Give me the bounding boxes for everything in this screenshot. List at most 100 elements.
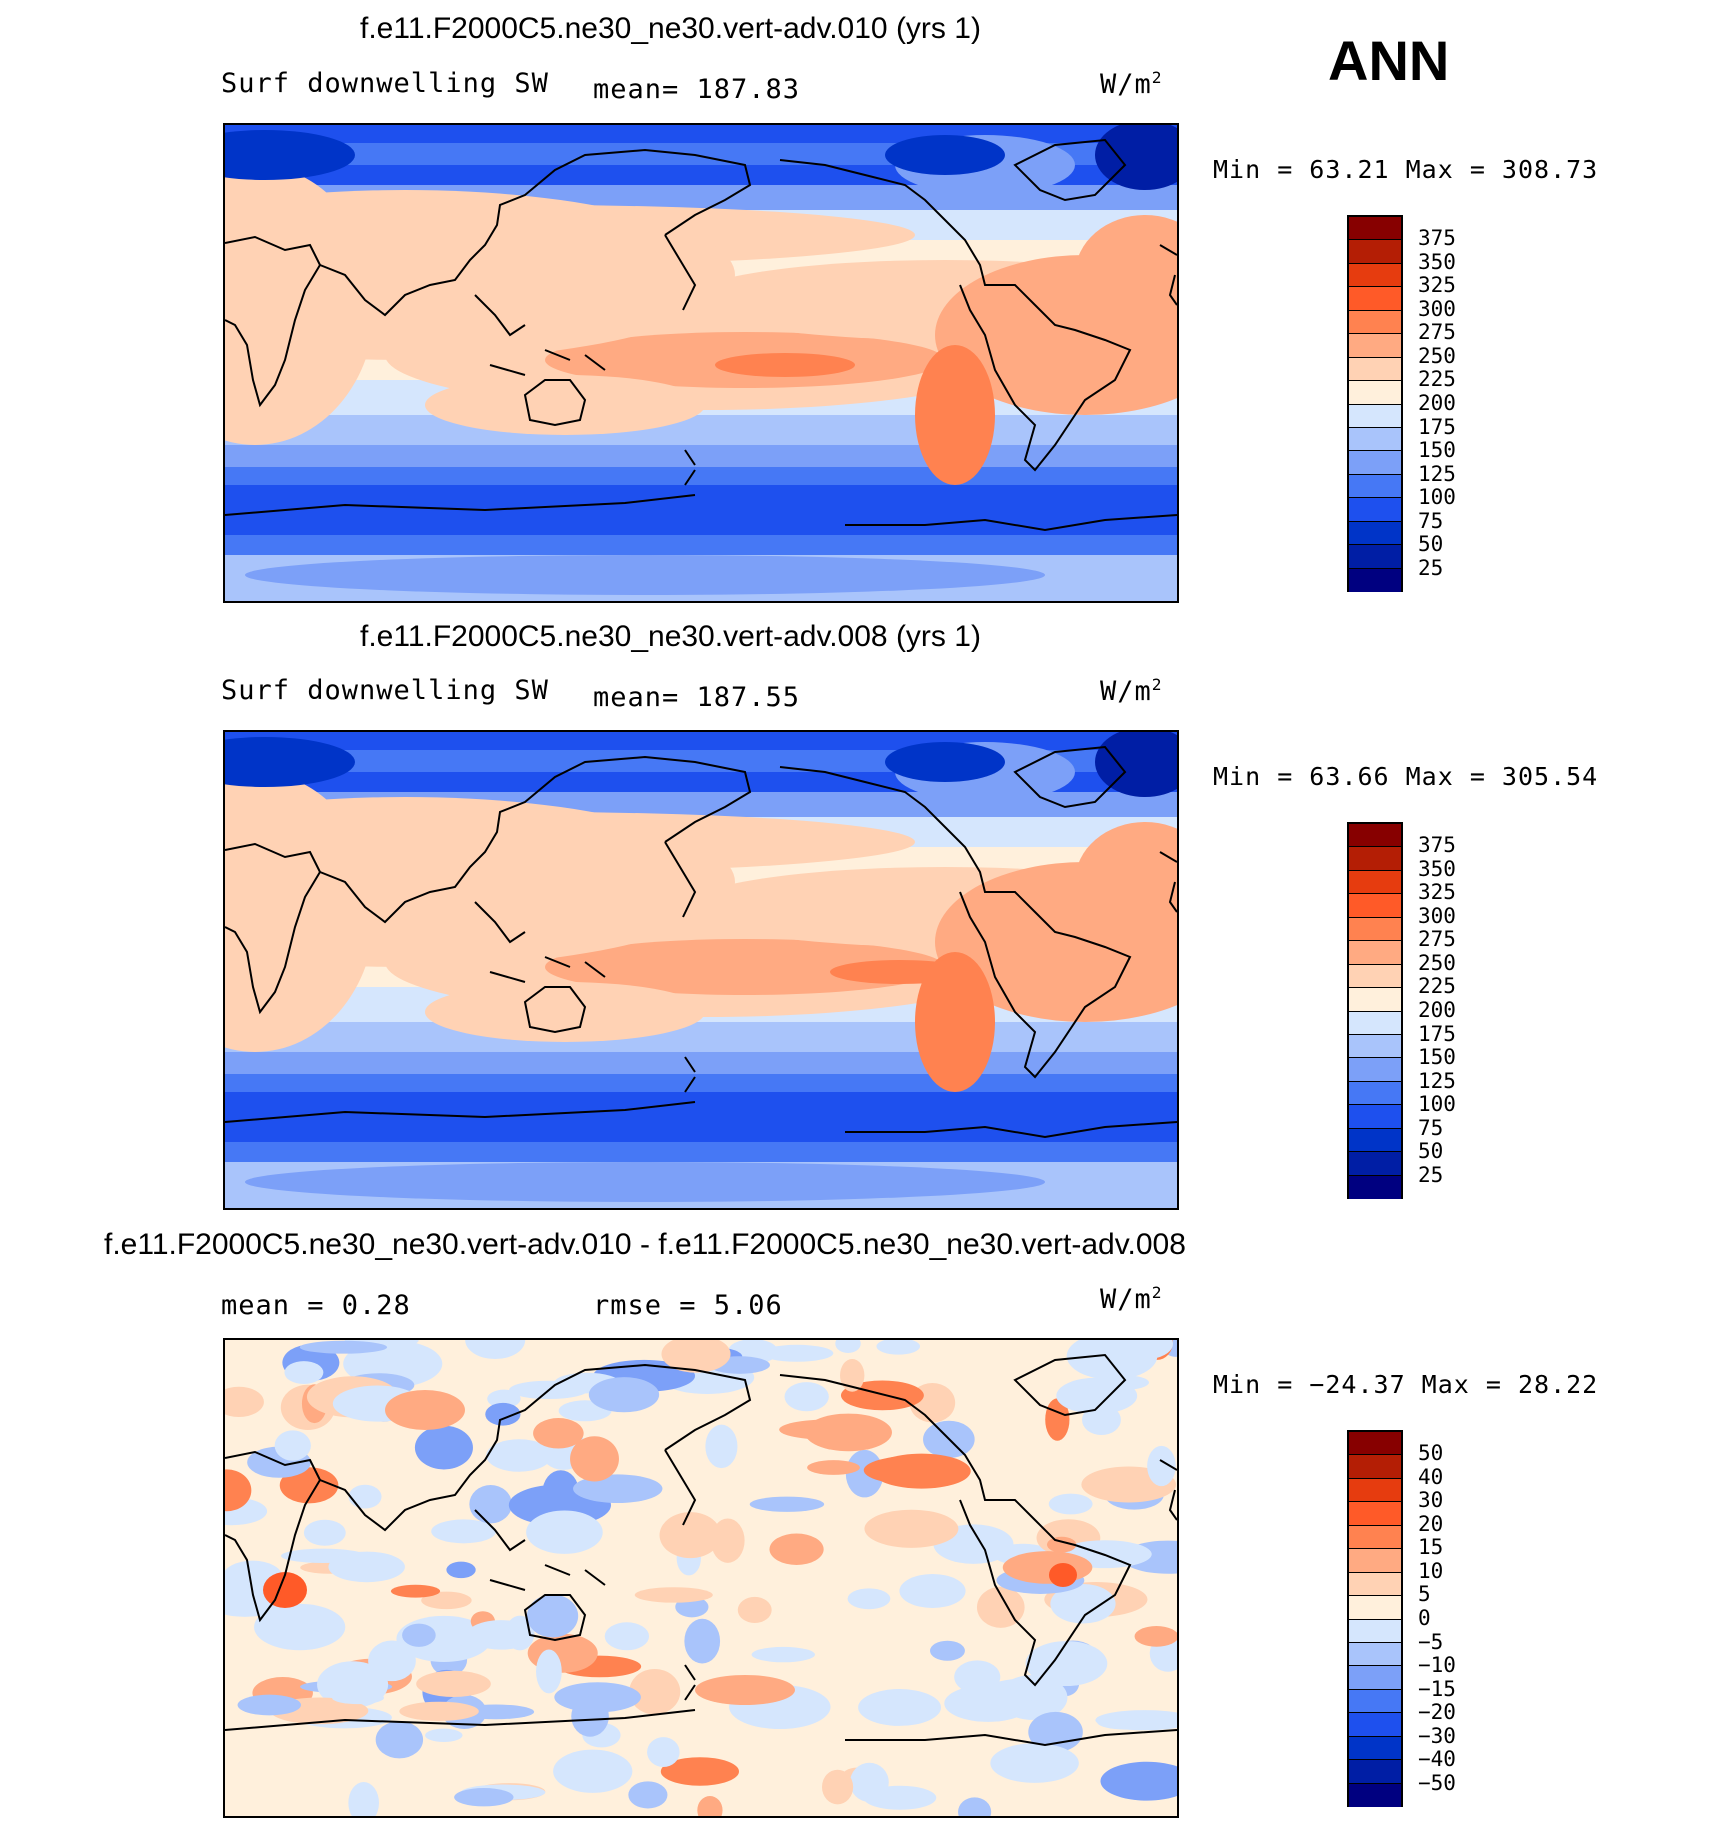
contour-blob <box>847 1588 891 1610</box>
coastline <box>684 1664 696 1701</box>
contour-blob <box>485 1402 521 1426</box>
contour-blob <box>225 1469 252 1512</box>
colorbar-swatch <box>1349 1666 1401 1690</box>
colorbar-tick-label: 100 <box>1418 485 1456 510</box>
contour-blob <box>332 1691 384 1705</box>
panel2-mean-label: mean= 187.55 <box>593 682 801 713</box>
coastline <box>1159 851 1177 913</box>
contour-band <box>225 1022 1177 1052</box>
contour-band <box>225 485 1177 535</box>
colorbar-tick-label: 175 <box>1418 414 1456 439</box>
colorbar-swatch <box>1349 1783 1401 1807</box>
colorbar-tick-label: 300 <box>1418 903 1456 928</box>
panel2-map <box>223 730 1179 1210</box>
colorbar-swatch <box>1349 1502 1401 1526</box>
contour-blob <box>570 1436 619 1482</box>
contour-blob <box>697 1795 723 1816</box>
colorbar-tick-label: 5 <box>1418 1582 1431 1607</box>
coastline <box>1159 1459 1177 1521</box>
contour-blob <box>1147 1445 1176 1487</box>
contour-blob <box>660 1757 740 1786</box>
panel1-units: W/m2 <box>1100 68 1163 100</box>
colorbar-tick-label: 150 <box>1418 1045 1456 1070</box>
contour-blob <box>399 1701 479 1721</box>
contour-blob <box>299 1340 388 1354</box>
contour-blob <box>1049 1563 1077 1587</box>
contour-blob <box>225 737 355 787</box>
contour-blob <box>751 1646 815 1663</box>
colorbar-swatch <box>1349 451 1401 475</box>
contour-blob <box>647 1737 680 1768</box>
contour-blob <box>737 1596 772 1623</box>
contour-blob <box>416 1670 491 1698</box>
colorbar-swatch <box>1349 381 1401 405</box>
colorbar-tick-label: 325 <box>1418 273 1456 298</box>
colorbar-tick-label: 275 <box>1418 320 1456 345</box>
contour-blob <box>237 1694 301 1716</box>
coastline <box>225 1101 1177 1139</box>
coastline <box>319 755 752 924</box>
colorbar-tick-label: 375 <box>1418 226 1456 251</box>
panel3-colorbar-labels: 50 40 30 20 15 10 5 0 −5 −10 −15 −20 −30 −40 −50 <box>1418 1430 1498 1807</box>
coastline <box>664 841 697 918</box>
colorbar-swatch <box>1349 1525 1401 1550</box>
coastline <box>1159 244 1177 306</box>
panel2-colorbar <box>1347 822 1403 1199</box>
contour-blob <box>545 939 945 995</box>
contour-blob <box>628 1781 668 1809</box>
colorbar-swatch <box>1349 1432 1401 1456</box>
colorbar-swatch <box>1349 1478 1401 1503</box>
colorbar-swatch <box>1349 1572 1401 1597</box>
contour-blob <box>634 1587 713 1603</box>
coastline <box>489 1564 606 1591</box>
panel2-minmax: Min = 63.66 Max = 305.54 <box>1213 762 1599 791</box>
contour-blob <box>348 1484 382 1509</box>
colorbar-swatch <box>1349 1619 1401 1643</box>
colorbar-tick-label: −20 <box>1418 1700 1456 1725</box>
contour-blob <box>885 742 1005 782</box>
colorbar-tick-label: 125 <box>1418 1068 1456 1093</box>
colorbar-tick-label: 100 <box>1418 1092 1456 1117</box>
contour-blob <box>784 1382 829 1412</box>
colorbar-swatch <box>1349 217 1401 241</box>
colorbar-tick-label: 50 <box>1418 532 1444 557</box>
contour-blob <box>1050 1584 1116 1624</box>
colorbar-tick-label: 250 <box>1418 950 1456 975</box>
colorbar-swatch <box>1349 334 1401 358</box>
colorbar-swatch <box>1349 1713 1401 1737</box>
colorbar-tick-label: 350 <box>1418 856 1456 881</box>
panel1-variable-label: Surf downwelling SW <box>221 68 549 99</box>
colorbar-tick-label: −30 <box>1418 1723 1456 1748</box>
contour-blob <box>588 1377 660 1413</box>
coastline <box>319 148 752 317</box>
coastline <box>489 349 606 376</box>
colorbar-swatch <box>1349 824 1401 848</box>
contour-blob <box>661 1340 731 1373</box>
coastline <box>225 1450 322 1623</box>
panel1-minmax: Min = 63.21 Max = 308.73 <box>1213 155 1599 184</box>
contour-blob <box>705 1424 738 1469</box>
contour-blob <box>402 1623 436 1647</box>
panel1-colorbar <box>1347 215 1403 592</box>
panel2-map-svg <box>225 732 1177 1208</box>
contour-blob <box>876 1340 921 1355</box>
contour-blob <box>446 1561 476 1579</box>
contour-blob <box>254 1603 346 1651</box>
colorbar-tick-label: 75 <box>1418 508 1444 533</box>
contour-blob <box>899 1574 966 1608</box>
contour-blob <box>279 1467 339 1504</box>
coastline <box>523 379 587 427</box>
panel3-rmse-label: rmse = 5.06 <box>593 1290 783 1321</box>
colorbar-swatch <box>1349 1128 1401 1153</box>
colorbar-swatch <box>1349 240 1401 264</box>
contour-blob <box>375 1721 424 1759</box>
contour-blob <box>1048 1493 1093 1515</box>
contour-blob <box>536 1649 562 1694</box>
colorbar-swatch <box>1349 1105 1401 1129</box>
contour-blob <box>863 1455 967 1485</box>
contour-blob <box>1028 1711 1083 1753</box>
contour-blob <box>958 1797 992 1816</box>
colorbar-swatch <box>1349 1736 1401 1761</box>
colorbar-swatch <box>1349 521 1401 546</box>
panel2-colorbar-labels: 375 350 325 300 275 250 225 200 175 150 125 100 75 50… <box>1418 822 1498 1199</box>
